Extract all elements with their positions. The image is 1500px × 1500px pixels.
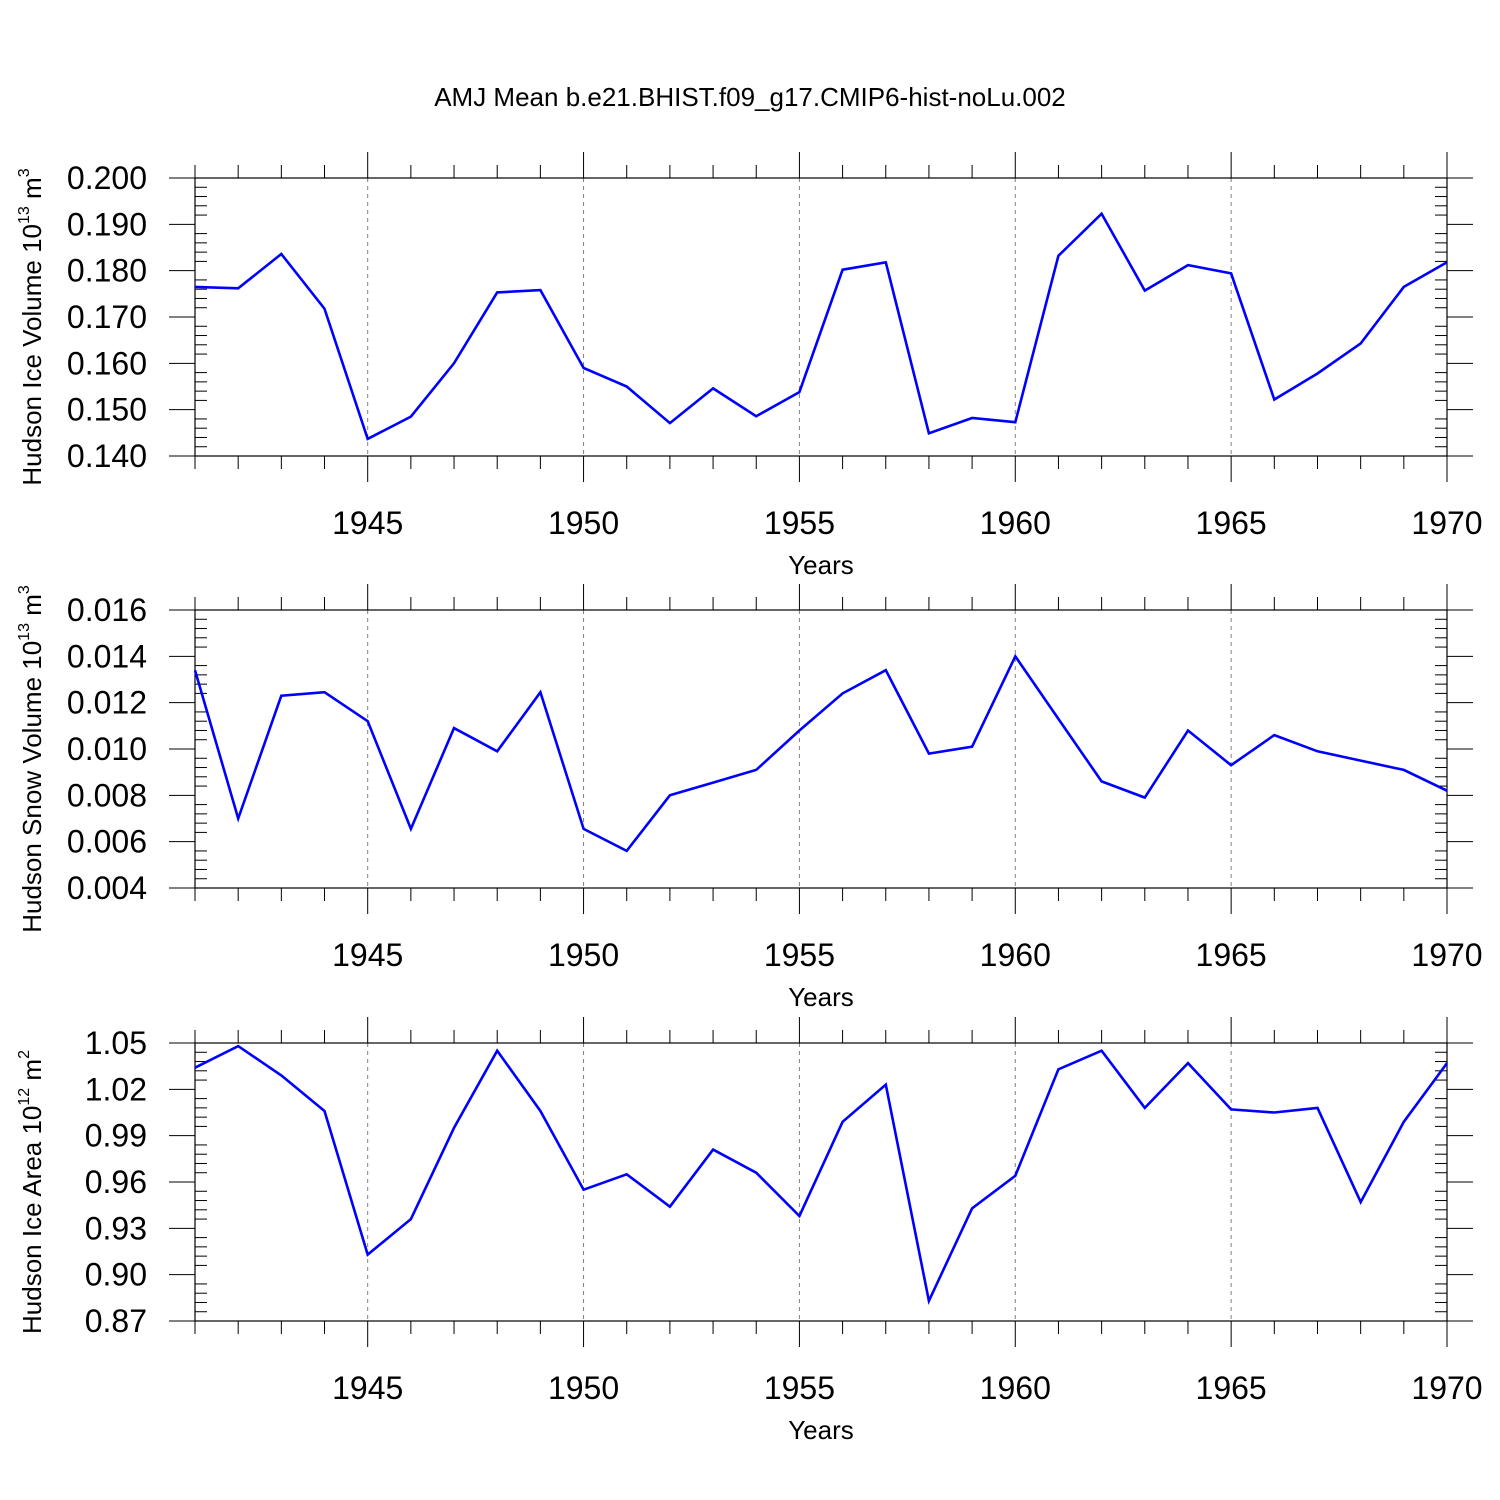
panels: 0.140 0.150 0.160 0.170 0.180 0.190 0.200 1945 1… — [16, 152, 1483, 1445]
y-tick-label: 0.012 — [67, 685, 147, 721]
chart-panel-3: 0.87 0.90 0.93 0.96 0.99 1.02 1.05 1945 1950 1955… — [16, 1017, 1483, 1445]
y-axis-title-superscript: 2 — [16, 1050, 33, 1059]
y-tick-label: 0.150 — [67, 392, 147, 428]
plot-frame — [194, 609, 1448, 889]
x-tick-label: 1960 — [980, 937, 1051, 973]
x-tick-label: 1970 — [1411, 937, 1482, 973]
series-line — [194, 211, 1448, 441]
y-axis-title-text: m — [17, 1059, 47, 1088]
y-axis-title: Hudson Ice Area 1012 m2 — [16, 1050, 47, 1334]
y-axis-title: Hudson Snow Volume 1013 m3 — [16, 585, 47, 933]
x-tick-label: 1950 — [548, 505, 619, 541]
x-tick-label: 1945 — [332, 937, 403, 973]
main-title: AMJ Mean b.e21.BHIST.f09_g17.CMIP6-hist-… — [434, 82, 1066, 112]
x-tick-label: 1955 — [764, 1370, 835, 1406]
y-axis-title: Hudson Ice Volume 1013 m3 — [16, 168, 47, 485]
y-axis-title-superscript: 3 — [16, 168, 33, 177]
y-tick-label: 0.96 — [85, 1164, 147, 1200]
y-tick-label: 0.004 — [67, 870, 147, 906]
y-axis-title-text: Hudson Ice Volume 10 — [17, 224, 47, 486]
y-tick-label: 0.180 — [67, 253, 147, 289]
plot-frame — [194, 177, 1448, 457]
y-axis-title-superscript: 13 — [16, 623, 33, 641]
x-axis-title: Years — [788, 550, 854, 580]
y-axis-title-text: m — [17, 594, 47, 623]
y-tick-label: 0.006 — [67, 824, 147, 860]
y-tick-label: 0.016 — [67, 592, 147, 628]
series-line — [194, 1044, 1449, 1306]
y-tick-label: 1.02 — [85, 1071, 147, 1107]
y-axis-title-text: m — [17, 177, 47, 206]
y-axis-title-text: Hudson Ice Area 10 — [17, 1106, 47, 1334]
x-tick-label: 1945 — [332, 505, 403, 541]
y-tick-label: 0.160 — [67, 345, 147, 381]
y-axis-title-text: Hudson Snow Volume 10 — [17, 641, 47, 933]
x-tick-label: 1965 — [1196, 1370, 1267, 1406]
y-tick-label: 0.99 — [85, 1118, 147, 1154]
y-tick-label: 0.170 — [67, 299, 147, 335]
x-tick-label: 1970 — [1411, 1370, 1482, 1406]
y-tick-label: 0.014 — [67, 638, 147, 674]
y-axis-title-superscript: 13 — [16, 206, 33, 224]
series-line — [193, 653, 1448, 853]
y-tick-label: 0.010 — [67, 731, 147, 767]
y-tick-label: 0.90 — [85, 1257, 147, 1293]
x-tick-label: 1955 — [764, 505, 835, 541]
chart-panel-2: 0.004 0.006 0.008 0.010 0.012 0.014 0.016 1945 1… — [16, 584, 1483, 1012]
x-tick-label: 1945 — [332, 1370, 403, 1406]
y-axis-title-superscript: 3 — [16, 585, 33, 594]
y-tick-label: 0.190 — [67, 206, 147, 242]
y-tick-label: 0.140 — [67, 438, 147, 474]
y-tick-label: 0.200 — [67, 160, 147, 196]
x-tick-label: 1960 — [980, 505, 1051, 541]
x-tick-label: 1955 — [764, 937, 835, 973]
x-tick-label: 1950 — [548, 1370, 619, 1406]
y-tick-label: 1.05 — [85, 1025, 147, 1061]
y-tick-label: 0.008 — [67, 777, 147, 813]
x-tick-label: 1960 — [980, 1370, 1051, 1406]
y-axis-title-superscript: 12 — [16, 1088, 33, 1106]
x-tick-label: 1965 — [1196, 937, 1267, 973]
x-axis-title: Years — [788, 1415, 854, 1445]
y-tick-label: 0.93 — [85, 1210, 147, 1246]
x-axis-title: Years — [788, 982, 854, 1012]
chart-panel-1: 0.140 0.150 0.160 0.170 0.180 0.190 0.200 1945 1… — [16, 152, 1483, 580]
x-tick-label: 1950 — [548, 937, 619, 973]
plot-frame — [194, 1042, 1448, 1322]
x-tick-label: 1965 — [1196, 505, 1267, 541]
x-tick-label: 1970 — [1411, 505, 1482, 541]
y-tick-label: 0.87 — [85, 1303, 147, 1339]
